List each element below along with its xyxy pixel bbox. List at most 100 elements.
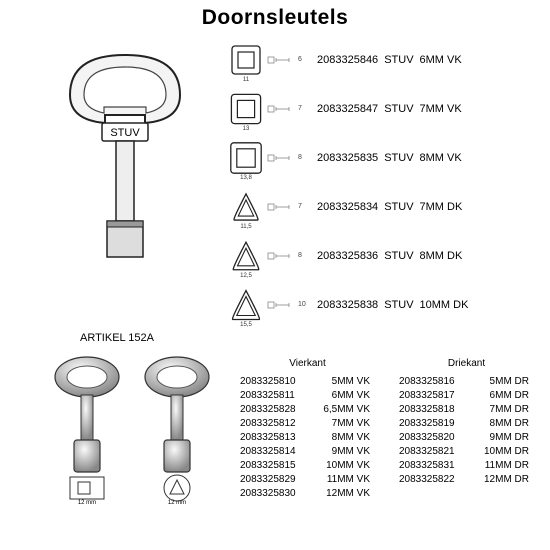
bottom-keys: 12 mm 12 mm — [48, 355, 218, 505]
row-desc: 6MM VK — [310, 389, 370, 403]
row-desc: 6,5MM VK — [310, 403, 370, 417]
table-row: 20833258165MM DR — [399, 375, 534, 389]
row-desc: 8MM VK — [310, 431, 370, 445]
profile-row: 13 7 2083325847 STUV 7MM VK — [225, 84, 550, 133]
table-row: 20833258105MM VK — [240, 375, 375, 389]
profile-dim: 11 — [225, 77, 267, 83]
profile-dim: 15,5 — [225, 322, 267, 328]
profile-code: 2083325836 — [317, 250, 378, 262]
table-row: 20833258127MM VK — [240, 417, 375, 431]
table-row: 20833258149MM VK — [240, 445, 375, 459]
profile-dim: 13 — [225, 126, 267, 132]
top-section: STUV 11 6 2083325846 STUV 6MM VK — [30, 35, 535, 335]
row-desc: 5MM DR — [469, 375, 529, 389]
profile-brand: STUV — [384, 299, 413, 311]
row-desc: 9MM DR — [469, 431, 529, 445]
table-row: 208332582911MM VK — [240, 473, 375, 487]
row-code: 2083325820 — [399, 431, 469, 445]
stuv-label: STUV — [110, 127, 140, 139]
profile-dim: 13,8 — [225, 175, 267, 181]
profile-code: 2083325846 — [317, 54, 378, 66]
small-key-right-label: 12 mm — [168, 500, 186, 505]
triangle-profile-icon: 15,5 — [225, 284, 267, 326]
guide-num: 6 — [298, 56, 302, 63]
profile-code: 2083325847 — [317, 103, 378, 115]
row-code: 2083325816 — [399, 375, 469, 389]
table-row: 20833258209MM DR — [399, 431, 534, 445]
guide-num: 10 — [298, 301, 306, 308]
small-key-square: 12 mm — [48, 355, 126, 505]
square-profile-icon: 13,8 — [225, 137, 267, 179]
profile-brand: STUV — [384, 250, 413, 262]
profile-desc: 8MM DK — [420, 250, 463, 262]
bottom-tables: Vierkant 20833258105MM VK20833258116MM V… — [240, 358, 540, 501]
profile-desc: 7MM DK — [420, 201, 463, 213]
guide-num: 8 — [298, 252, 302, 259]
guide-num: 7 — [298, 105, 302, 112]
profile-desc: 10MM DK — [420, 299, 469, 311]
profile-desc: 6MM VK — [420, 54, 462, 66]
guide-line-icon: 8 — [267, 151, 313, 165]
page-title: Doornsleutels — [0, 0, 550, 30]
row-code: 2083325818 — [399, 403, 469, 417]
row-desc: 12MM DR — [469, 473, 529, 487]
row-code: 2083325814 — [240, 445, 310, 459]
row-code: 2083325815 — [240, 459, 310, 473]
driekant-heading: Driekant — [399, 358, 534, 369]
row-code: 2083325830 — [240, 487, 310, 501]
profile-row: 13,8 8 2083325835 STUV 8MM VK — [225, 133, 550, 182]
row-code: 2083325817 — [399, 389, 469, 403]
table-row: 208332582212MM DR — [399, 473, 534, 487]
profile-brand: STUV — [384, 103, 413, 115]
guide-line-icon: 6 — [267, 53, 313, 67]
guide-num: 8 — [298, 154, 302, 161]
vierkant-column: Vierkant 20833258105MM VK20833258116MM V… — [240, 358, 375, 501]
row-desc: 8MM DR — [469, 417, 529, 431]
row-desc: 7MM VK — [310, 417, 370, 431]
row-code: 2083325813 — [240, 431, 310, 445]
row-code: 2083325828 — [240, 403, 310, 417]
triangle-profile-icon: 12,5 — [225, 235, 267, 277]
guide-line-icon: 8 — [267, 249, 313, 263]
guide-line-icon: 10 — [267, 298, 313, 312]
square-profile-icon: 11 — [225, 39, 267, 81]
driekant-column: Driekant 20833258165MM DR20833258176MM D… — [399, 358, 534, 501]
guide-line-icon: 7 — [267, 102, 313, 116]
table-row: 20833258138MM VK — [240, 431, 375, 445]
row-desc: 12MM VK — [310, 487, 370, 501]
table-row: 20833258286,5MM VK — [240, 403, 375, 417]
row-code: 2083325829 — [240, 473, 310, 487]
row-code: 2083325811 — [240, 389, 310, 403]
profile-row: 12,5 8 2083325836 STUV 8MM DK — [225, 231, 550, 280]
article-heading: ARTIKEL 152A — [80, 332, 154, 344]
profile-row: 11,5 7 2083325834 STUV 7MM DK — [225, 182, 550, 231]
square-profile-icon: 13 — [225, 88, 267, 130]
profile-brand: STUV — [384, 152, 413, 164]
profile-code: 2083325834 — [317, 201, 378, 213]
table-row: 208332583111MM DR — [399, 459, 534, 473]
profile-desc: 7MM VK — [420, 103, 462, 115]
row-desc: 5MM VK — [310, 375, 370, 389]
table-row: 20833258116MM VK — [240, 389, 375, 403]
row-desc: 10MM DR — [469, 445, 529, 459]
triangle-profile-icon: 11,5 — [225, 186, 267, 228]
table-row: 208332581510MM VK — [240, 459, 375, 473]
row-desc: 11MM DR — [469, 459, 529, 473]
row-code: 2083325822 — [399, 473, 469, 487]
table-row: 20833258176MM DR — [399, 389, 534, 403]
profile-brand: STUV — [384, 201, 413, 213]
row-desc: 7MM DR — [469, 403, 529, 417]
guide-line-icon: 7 — [267, 200, 313, 214]
profile-desc: 8MM VK — [420, 152, 462, 164]
table-row: 208332582110MM DR — [399, 445, 534, 459]
row-code: 2083325810 — [240, 375, 310, 389]
profile-list: 11 6 2083325846 STUV 6MM VK 13 7 2083325… — [225, 35, 550, 329]
row-desc: 11MM VK — [310, 473, 370, 487]
table-row: 20833258198MM DR — [399, 417, 534, 431]
profile-brand: STUV — [384, 54, 413, 66]
row-code: 2083325812 — [240, 417, 310, 431]
big-key-illustration: STUV — [50, 45, 200, 265]
table-row: 208332583012MM VK — [240, 487, 375, 501]
small-key-triangle: 12 mm — [138, 355, 216, 505]
row-desc: 9MM VK — [310, 445, 370, 459]
